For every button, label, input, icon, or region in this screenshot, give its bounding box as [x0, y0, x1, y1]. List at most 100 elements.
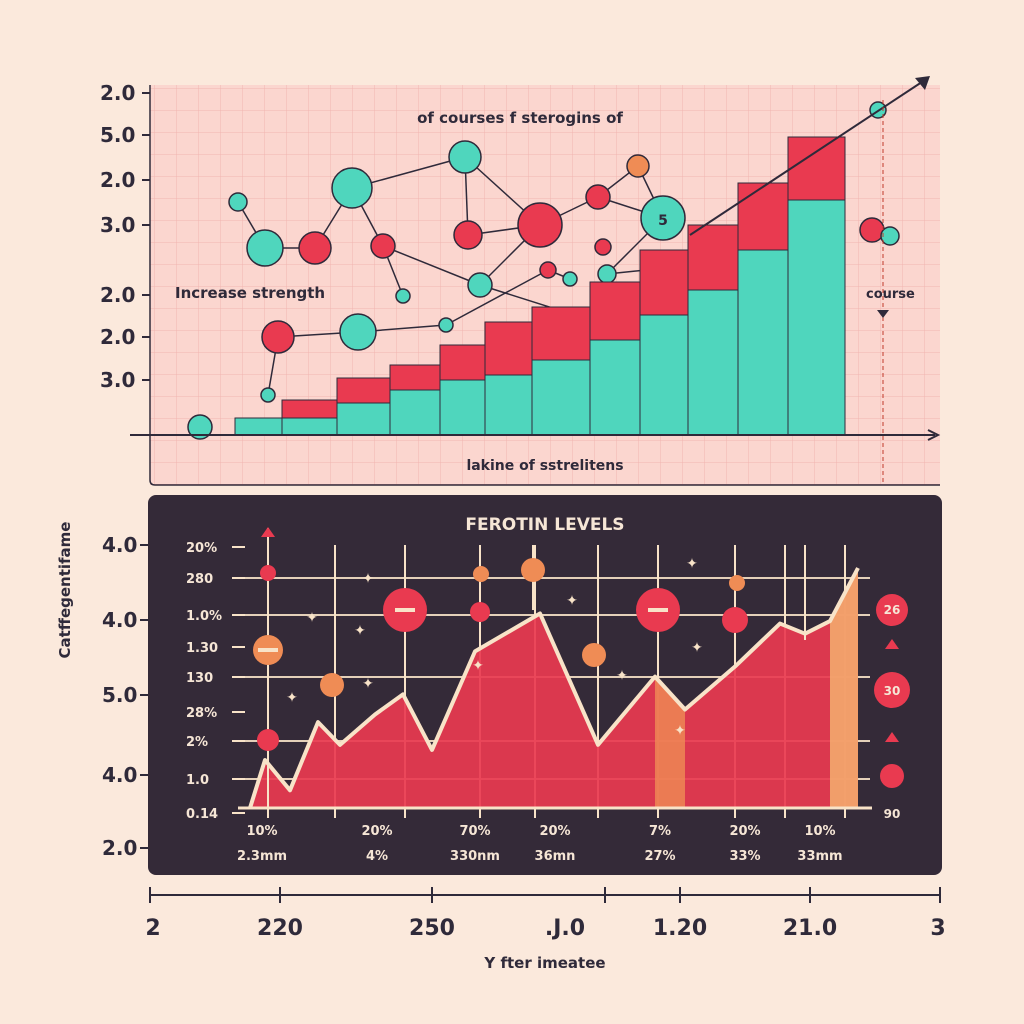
sparkle-icon: ✦: [286, 690, 298, 706]
sparkle-icon: ✦: [616, 668, 628, 684]
up-arrow-icon: [885, 639, 899, 649]
network-node: [395, 288, 411, 304]
network-node: [187, 414, 213, 440]
minus-icon: [648, 608, 668, 612]
bottom-x-tick-sublabel: 4%: [366, 849, 388, 864]
marker-dot: [257, 729, 279, 751]
sparkle-icon: ✦: [362, 571, 374, 587]
bottom-x-tick-label: 7%: [649, 824, 671, 839]
bottom-x-tick-sublabel: 2.3mm: [237, 849, 287, 864]
outer-y-tick-label: 4.0: [102, 608, 137, 632]
marker-dot: [473, 566, 489, 582]
top-y-tick-label: 2.0: [100, 283, 135, 307]
network-node: [260, 387, 276, 403]
node-label-5: 5: [658, 213, 668, 229]
top-y-tick-label: 2.0: [100, 325, 135, 349]
top-y-tick-label: 3.0: [100, 368, 135, 392]
network-node: [880, 226, 900, 246]
bottom-x-tick-sublabel: 33%: [729, 849, 760, 864]
top-y-tick-label: 2.0: [100, 81, 135, 105]
network-node: [228, 192, 248, 212]
bottom-x-tick-sublabel: 27%: [644, 849, 675, 864]
network-node: [246, 229, 284, 267]
bottom-axis-tick-label: 2: [145, 916, 160, 941]
bar-segment-red: [336, 377, 391, 404]
bottom-chart-title: FEROTIN LEVELS: [465, 515, 624, 535]
bottom-x-tick-label: 10%: [246, 824, 277, 839]
bar-segment-red: [281, 399, 338, 419]
sparkle-icon: ✦: [306, 610, 318, 626]
network-node: [467, 272, 493, 298]
annotation-increase-strength: Increase strength: [175, 284, 325, 302]
bar-segment-red: [687, 224, 739, 291]
network-node: [517, 202, 563, 248]
trend-arrow: [689, 77, 929, 236]
annotation-course: course: [866, 287, 915, 302]
bar-segment-red: [531, 306, 591, 361]
network-node: [585, 184, 611, 210]
bottom-x-tick-sublabel: 36mn: [535, 849, 576, 864]
network-node: [339, 313, 377, 351]
bottom-y-tick-label: 1.0: [186, 773, 209, 788]
right-label: 30: [884, 684, 901, 698]
network-node: [453, 220, 483, 250]
bottom-y-tick-label: 2%: [186, 735, 208, 750]
network-edge: [382, 245, 481, 286]
bar-segment-teal: [639, 314, 689, 436]
top-x-axis-arrow-icon: [927, 429, 941, 441]
bottom-axis-tick-label: 3: [930, 916, 945, 941]
marker-dot: [320, 673, 344, 697]
bar-segment-red: [439, 344, 486, 381]
bar-segment-red: [589, 281, 641, 341]
marker-dot: [729, 575, 745, 591]
sparkle-icon: ✦: [686, 556, 698, 572]
network-node: [640, 195, 686, 241]
up-arrow-icon: [261, 527, 275, 537]
bottom-axis-tick-label: 21.0: [783, 916, 837, 941]
network-edge: [445, 269, 549, 326]
bar-segment-red: [639, 249, 689, 316]
bottom-x-tick-label: 20%: [729, 824, 760, 839]
bar-segment-teal: [439, 379, 486, 436]
bottom-axis-tick-label: 220: [257, 916, 303, 941]
bottom-y-tick-label: 0.14: [186, 807, 218, 822]
bottom-x-tick-label: 20%: [539, 824, 570, 839]
top-plot-frame: [149, 85, 940, 486]
area-line: [248, 567, 860, 809]
bar-segment-teal: [531, 359, 591, 436]
bar-segment-teal: [687, 289, 739, 436]
network-node: [438, 317, 454, 333]
marker-dot: [521, 558, 545, 582]
marker-dot: [722, 607, 748, 633]
sparkle-icon: ✦: [362, 676, 374, 692]
top-y-tick-label: 5.0: [100, 123, 135, 147]
area-highlight: [655, 678, 685, 808]
bottom-axis-tick-label: 250: [409, 916, 455, 941]
area-fill: [250, 568, 858, 808]
top-x-axis-label: lakine of sstrelitens: [466, 458, 623, 474]
bottom-y-tick-label: 20%: [186, 541, 217, 556]
sparkle-icon: ✦: [472, 658, 484, 674]
network-node: [562, 271, 578, 287]
minus-icon: [395, 608, 415, 612]
network-node: [331, 167, 373, 209]
bar-segment-teal: [336, 402, 391, 436]
bar-segment-red: [737, 182, 789, 251]
area-highlight: [830, 568, 858, 808]
top-chart-title: of courses f sterogins of: [417, 109, 623, 127]
bar-segment-teal: [389, 389, 441, 436]
sparkle-icon: ✦: [566, 593, 578, 609]
bottom-y-tick-label: 280: [186, 572, 213, 587]
marker-dot: [260, 565, 276, 581]
network-node: [539, 261, 557, 279]
marker-dot: [874, 672, 910, 708]
sparkle-icon: ✦: [354, 623, 366, 639]
top-y-tick-label: 2.0: [100, 168, 135, 192]
bar-segment-teal: [484, 374, 533, 436]
right-label: 26: [884, 603, 901, 617]
bottom-x-tick-sublabel: 330nm: [450, 849, 500, 864]
bar-segment-red: [484, 321, 533, 376]
network-node: [626, 154, 650, 178]
marker-dot: [470, 602, 490, 622]
